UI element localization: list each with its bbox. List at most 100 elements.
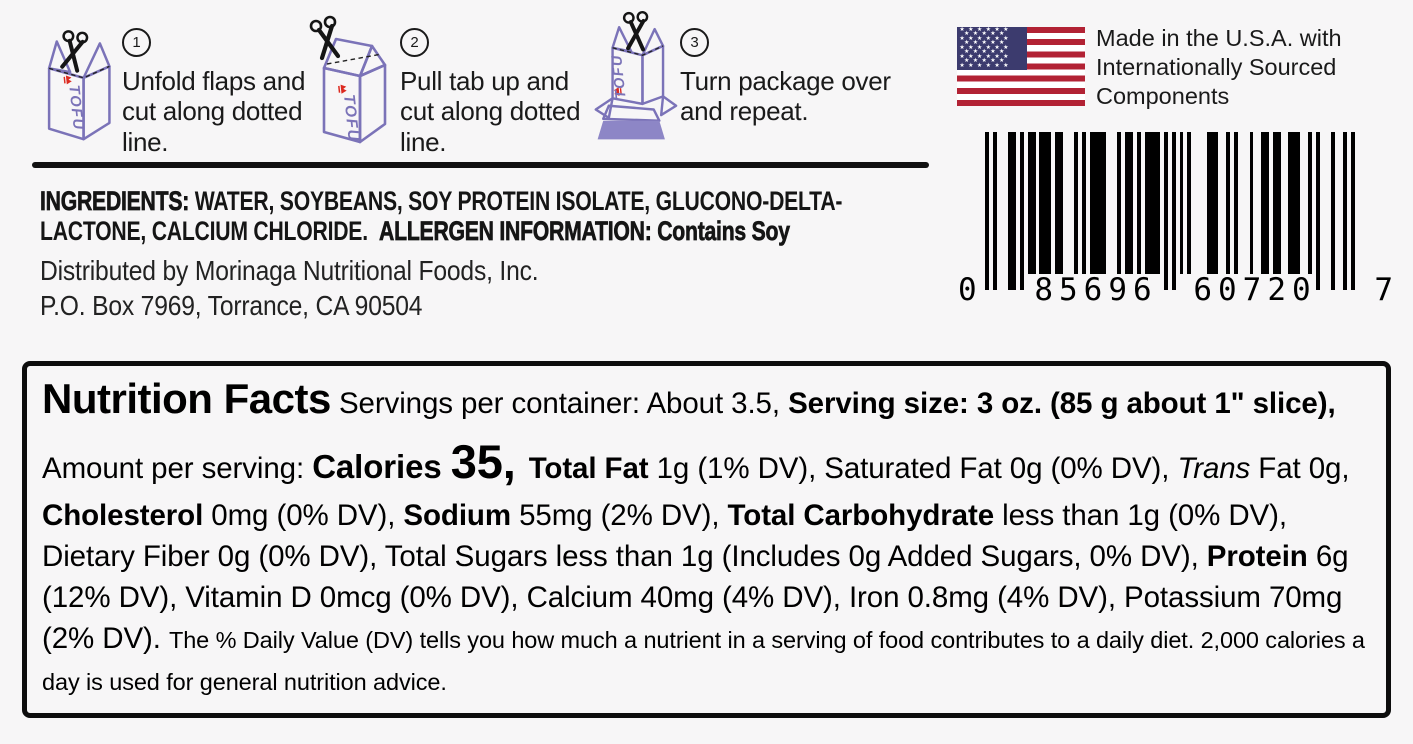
origin-statement: Made in the U.S.A. with Internationally …: [1096, 25, 1342, 109]
flag-star-row: ★★★★★: [964, 30, 1008, 38]
allergen-value: Contains Soy: [651, 216, 790, 247]
carton-pull-tab-icon: TOFU: [296, 24, 387, 144]
nutrition-seg-bold: Sodium: [403, 498, 520, 532]
nutrition-seg-reg: 0mg (0% DV),: [211, 498, 404, 532]
barcode-bar: [1144, 132, 1149, 274]
step-3: 3 Turn package over and repeat.: [680, 28, 898, 127]
barcode-digits-right: 60720: [1193, 272, 1317, 308]
barcode: 0 85696 60720 7: [956, 132, 1393, 312]
nutrition-seg-calnum: 35,: [450, 434, 529, 488]
barcode-bar: [1296, 132, 1301, 274]
carton-tofu-text: TOFU: [65, 84, 86, 131]
barcode-bar: [1047, 132, 1052, 274]
barcode-bar: [1214, 132, 1219, 274]
nutrition-facts-text: Nutrition Facts Servings per container: …: [42, 370, 1372, 701]
barcode-bar: [1210, 132, 1215, 274]
allergen-label: ALLERGEN INFORMATION:: [379, 216, 652, 247]
nutrition-seg-small: The % Daily Value (DV) tells you how muc…: [42, 627, 1365, 695]
nutrition-seg-title: Nutrition Facts: [42, 375, 331, 422]
barcode-bar: [1315, 132, 1320, 290]
barcode-bars: [985, 132, 1355, 290]
barcode-bar: [1097, 132, 1102, 274]
scissors-icon: [52, 26, 91, 72]
morinaga-logo-icon: [337, 84, 347, 94]
barcode-bar: [1074, 132, 1079, 274]
nutrition-seg-reg: 55mg (2% DV),: [519, 498, 728, 532]
ingredients-paragraph: INGREDIENTS: WATER, SOYBEANS, SOY PROTEI…: [40, 186, 936, 247]
ingredients-list: WATER, SOYBEANS, SOY PROTEIN ISOLATE, GL…: [40, 186, 843, 247]
carton-turned-over-icon: TOFU: [594, 6, 678, 140]
morinaga-logo-icon: [63, 75, 73, 85]
barcode-bar: [1027, 132, 1032, 274]
flag-star-row: ★★★★★★: [959, 43, 1012, 51]
nutrition-seg-bold: Cholesterol: [42, 498, 212, 532]
address-line: P.O. Box 7969, Torrance, CA 90504: [40, 289, 423, 321]
barcode-bar: [1206, 132, 1211, 274]
barcode-bar: [1292, 132, 1297, 274]
step-1-description: Unfold flaps and cut along dotted line.: [122, 66, 306, 157]
barcode-bar: [1261, 132, 1266, 274]
flag-star-row: ★★★★★★: [959, 61, 1012, 69]
step-2-number: 2: [400, 28, 429, 57]
carton-tofu-text: TOFU: [340, 94, 362, 143]
barcode-bar: [1350, 132, 1355, 290]
barcode-bar: [1331, 132, 1336, 290]
step-3-description: Turn package over and repeat.: [680, 66, 891, 127]
nutrition-seg-bold: Total Fat: [528, 451, 657, 485]
barcode-bar: [1272, 132, 1277, 274]
barcode-bar: [1008, 132, 1013, 290]
nutrition-seg-bold: Protein: [1206, 539, 1316, 573]
barcode-bar: [1043, 132, 1048, 274]
barcode-bar: [1156, 132, 1161, 274]
barcode-bar: [1093, 132, 1098, 274]
barcode-digits-left: 85696: [1034, 272, 1158, 308]
barcode-bar: [1179, 132, 1184, 274]
barcode-bar: [1152, 132, 1157, 274]
barcode-bar: [1148, 132, 1153, 274]
carton-unfold-flaps-icon: TOFU: [47, 30, 111, 141]
us-flag-icon: ★★★★★★ ★★★★★ ★★★★★★ ★★★★★ ★★★★★★ ★★★★★ ★★★★★★ ★…: [957, 27, 1085, 106]
barcode-bar: [1117, 132, 1122, 274]
step-3-number: 3: [680, 28, 709, 57]
nutrition-seg-reg: Servings per container: About 3.5,: [330, 387, 789, 420]
flag-star-row: ★★★★★: [964, 39, 1008, 47]
barcode-digit-check: 7: [1374, 272, 1393, 308]
carton-tofu-text: TOFU: [609, 53, 630, 99]
barcode-bar: [1055, 132, 1059, 274]
nutrition-seg-reg: Fat 0g,: [1250, 451, 1350, 485]
nutrition-seg-italic: Trans: [1177, 451, 1251, 485]
nutrition-seg-bold: Total Carbohydrate: [727, 498, 1003, 532]
nutrition-seg-reg: Amount per serving:: [42, 451, 313, 485]
barcode-bar: [1163, 132, 1168, 290]
flag-star-row: ★★★★★★: [959, 27, 1012, 33]
barcode-bar: [1039, 132, 1044, 274]
barcode-bar: [1031, 132, 1036, 274]
divider-rule: [32, 162, 929, 168]
barcode-bar: [1276, 132, 1281, 274]
barcode-digit-system: 0: [958, 272, 977, 308]
barcode-bar: [1288, 132, 1293, 274]
nutrition-seg-bold: Serving size: 3 oz. (85 g about 1" slice…: [788, 387, 1336, 420]
flag-canton: ★★★★★★ ★★★★★ ★★★★★★ ★★★★★ ★★★★★★ ★★★★★ ★★★★★★ ★…: [957, 27, 1028, 70]
nutrition-seg-reg: less than 1g (0% DV), Dietary Fiber 0g (…: [42, 498, 1287, 573]
distributor-block: Distributed by Morinaga Nutritional Food…: [40, 255, 744, 321]
barcode-bar: [985, 132, 989, 290]
step-1-number: 1: [122, 28, 151, 57]
barcode-bar: [1125, 132, 1129, 274]
barcode-bar: [1234, 132, 1238, 274]
scissors-icon: [616, 6, 653, 54]
barcode-bar: [1090, 132, 1094, 274]
barcode-bar: [1307, 132, 1312, 274]
barcode-bar: [1187, 132, 1192, 274]
flag-star-row: ★★★★★: [964, 57, 1008, 65]
flag-star-row: ★★★★★★: [959, 34, 1012, 42]
barcode-bar: [1020, 132, 1024, 290]
step-1: 1 Unfold flaps and cut along dotted line…: [122, 28, 306, 157]
distributor-line: Distributed by Morinaga Nutritional Food…: [40, 255, 539, 287]
barcode-bar: [1136, 132, 1141, 274]
nutrition-seg-cal: Calories: [312, 447, 451, 485]
flag-star-row: ★★★★★: [964, 48, 1008, 56]
barcode-bar: [1249, 132, 1254, 274]
barcode-bar: [1101, 132, 1106, 274]
nutrition-seg-reg: 6g (12% DV), Vitamin D 0mcg (0% DV), Cal…: [42, 539, 1349, 656]
